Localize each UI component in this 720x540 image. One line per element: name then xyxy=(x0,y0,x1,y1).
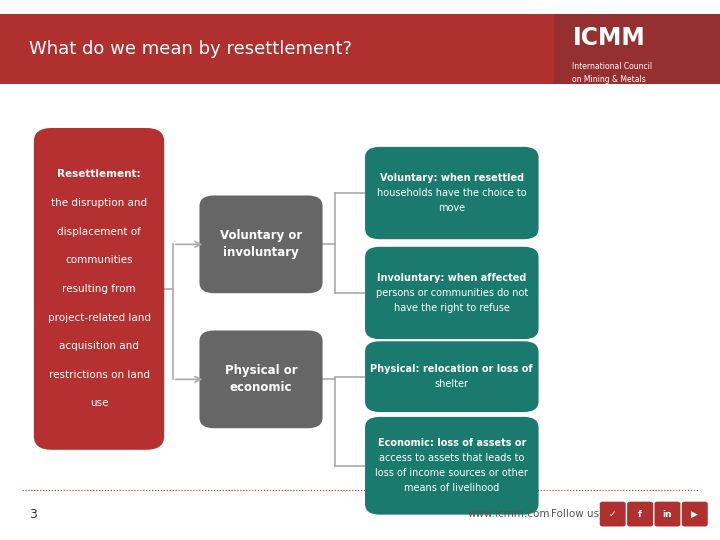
Text: What do we mean by resettlement?: What do we mean by resettlement? xyxy=(29,39,352,58)
FancyBboxPatch shape xyxy=(682,502,708,526)
Text: Involuntary: when affected: Involuntary: when affected xyxy=(377,273,526,283)
Text: have the right to refuse: have the right to refuse xyxy=(394,303,510,313)
FancyBboxPatch shape xyxy=(199,330,323,428)
FancyBboxPatch shape xyxy=(365,341,539,412)
Text: means of livelihood: means of livelihood xyxy=(404,483,500,494)
Text: use: use xyxy=(90,399,108,408)
Text: resulting from: resulting from xyxy=(62,284,136,294)
FancyBboxPatch shape xyxy=(34,128,164,450)
Text: Resettlement:: Resettlement: xyxy=(57,170,141,179)
Text: shelter: shelter xyxy=(435,379,469,389)
Text: acquisition and: acquisition and xyxy=(59,341,139,351)
Text: Economic: loss of assets or: Economic: loss of assets or xyxy=(377,438,526,448)
Text: 3: 3 xyxy=(29,508,37,521)
Text: ✓: ✓ xyxy=(609,510,616,518)
Text: Follow us: Follow us xyxy=(551,509,599,519)
Text: ICMM: ICMM xyxy=(572,26,645,50)
FancyBboxPatch shape xyxy=(554,14,720,84)
Text: loss of income sources or other: loss of income sources or other xyxy=(375,468,528,478)
FancyBboxPatch shape xyxy=(365,147,539,239)
FancyBboxPatch shape xyxy=(199,195,323,293)
FancyBboxPatch shape xyxy=(654,502,680,526)
Text: persons or communities do not: persons or communities do not xyxy=(376,288,528,298)
Text: access to assets that leads to: access to assets that leads to xyxy=(379,453,524,463)
Text: move: move xyxy=(438,203,465,213)
Text: International Council
on Mining & Metals: International Council on Mining & Metals xyxy=(572,62,652,84)
FancyBboxPatch shape xyxy=(365,417,539,515)
Text: f: f xyxy=(638,510,642,518)
Text: communities: communities xyxy=(66,255,132,265)
FancyBboxPatch shape xyxy=(600,502,626,526)
Text: project-related land: project-related land xyxy=(48,313,150,322)
FancyBboxPatch shape xyxy=(365,247,539,339)
FancyBboxPatch shape xyxy=(0,14,720,84)
Text: Physical or
economic: Physical or economic xyxy=(225,364,297,394)
Text: www.icmm.com: www.icmm.com xyxy=(468,509,551,519)
Text: restrictions on land: restrictions on land xyxy=(48,370,150,380)
Text: the disruption and: the disruption and xyxy=(51,198,147,208)
Text: households have the choice to: households have the choice to xyxy=(377,188,526,198)
Text: displacement of: displacement of xyxy=(57,227,141,237)
Text: ▶: ▶ xyxy=(691,510,698,518)
Text: in: in xyxy=(662,510,672,518)
FancyBboxPatch shape xyxy=(627,502,653,526)
Text: Voluntary: when resettled: Voluntary: when resettled xyxy=(379,173,524,183)
FancyBboxPatch shape xyxy=(0,0,720,14)
Text: Voluntary or
involuntary: Voluntary or involuntary xyxy=(220,230,302,259)
Text: Physical: relocation or loss of: Physical: relocation or loss of xyxy=(371,364,533,374)
